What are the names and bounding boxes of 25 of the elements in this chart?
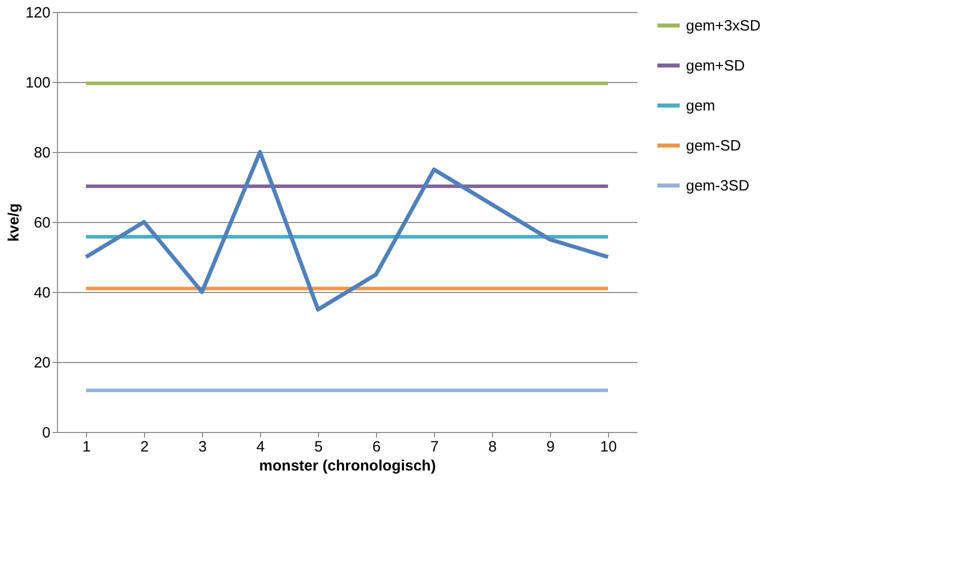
x-tick-label: 7 (430, 438, 439, 456)
x-tick-label: 8 (488, 438, 497, 456)
legend-label: gem-3SD (686, 178, 750, 194)
y-tick-label: 0 (42, 424, 50, 442)
x-tick-label: 6 (372, 438, 381, 456)
y-tick-label: 80 (34, 144, 50, 162)
legend-label: gem+SD (686, 58, 745, 74)
y-tick-label: 120 (25, 4, 50, 22)
x-tick-label: 9 (546, 438, 555, 456)
y-axis-title: kve/g (5, 203, 22, 242)
x-tick-label: 4 (256, 438, 265, 456)
y-tick-label: 20 (34, 354, 50, 372)
x-tick-label: 5 (314, 438, 323, 456)
line-series (84, 150, 610, 312)
x-axis-title: monster (chronologisch) (259, 458, 436, 474)
legend-label: gem+3xSD (686, 18, 761, 34)
y-tick-label: 60 (34, 214, 50, 232)
y-tick-label: 40 (34, 284, 50, 302)
x-tick-label: 2 (140, 438, 149, 456)
x-tick-label: 10 (600, 438, 617, 456)
legend-label: gem-SD (686, 138, 742, 154)
x-tick-label: 1 (82, 438, 91, 456)
legend-label: gem (686, 98, 716, 114)
y-tick-label: 100 (25, 74, 50, 92)
x-tick-label: 3 (198, 438, 207, 456)
